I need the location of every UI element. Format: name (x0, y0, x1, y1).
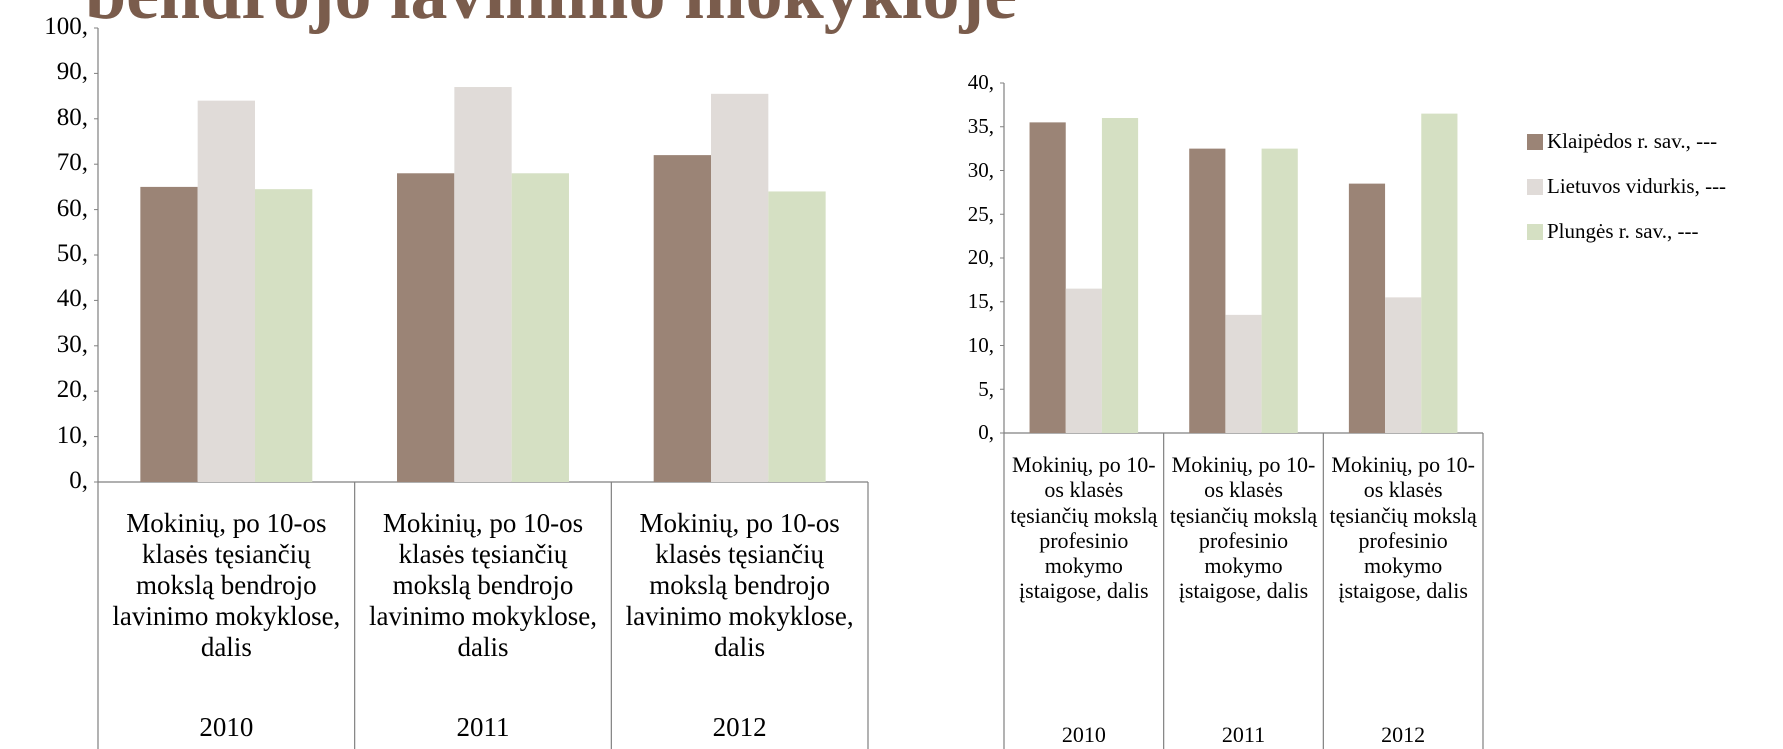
bar (653, 155, 712, 482)
legend-label: Lietuvos vidurkis, --- (1547, 174, 1727, 198)
year-label: 2010 (1061, 722, 1106, 747)
bar (1101, 118, 1139, 433)
y-tick-label: 10, (967, 332, 994, 357)
y-tick-label: 60, (56, 194, 88, 222)
year-label: 2011 (1221, 722, 1266, 747)
bar (1348, 183, 1386, 433)
y-tick-label: 90, (56, 58, 88, 86)
y-tick-label: 20, (56, 376, 88, 404)
year-label: 2012 (1381, 722, 1426, 747)
year-label: 2012 (712, 712, 767, 742)
x-tick-label: Mokinių, po 10-os klasės tęsiančių moksl… (112, 508, 341, 663)
bar (397, 173, 455, 482)
legend-swatch (1527, 179, 1543, 195)
y-tick-label: 25, (967, 201, 994, 226)
x-tick-label: Mokinių, po 10-os klasės tęsiančių moksl… (368, 508, 597, 663)
bar (454, 87, 512, 483)
bar (1029, 122, 1066, 433)
y-tick-label: 40, (967, 70, 994, 95)
x-tick-label: Mokinių, po 10-os klasės tęsiančių moksl… (1169, 452, 1318, 604)
legend-swatch (1527, 224, 1543, 240)
bar (197, 100, 255, 482)
bar (1225, 314, 1262, 433)
y-tick-label: 30, (56, 330, 88, 358)
bar (711, 93, 769, 482)
y-tick-label: 0, (978, 420, 994, 445)
y-tick-label: 30, (967, 157, 994, 182)
x-tick-label: Mokinių, po 10-os klasės tęsiančių moksl… (625, 508, 854, 663)
bar (1385, 297, 1422, 433)
y-tick-label: 40, (56, 285, 88, 313)
y-tick-label: 50, (56, 240, 88, 267)
y-tick-label: 20, (967, 245, 994, 270)
bar (1261, 148, 1298, 433)
bar (1189, 148, 1226, 433)
y-tick-label: 5, (978, 376, 994, 401)
bar (254, 189, 313, 483)
year-label: 2010 (199, 712, 254, 742)
year-label: 2011 (456, 712, 510, 742)
x-tick-label: Mokinių, po 10-os klasės tęsiančių moksl… (1010, 452, 1158, 604)
bar (1421, 113, 1458, 433)
bar (1065, 288, 1102, 433)
x-tick-label: Mokinių, po 10-os klasės tęsiančių moksl… (1329, 452, 1477, 604)
chart-title: bendrojo lavinimo mokykloje (85, 0, 1017, 37)
bar (768, 191, 826, 482)
y-tick-label: 0, (69, 467, 88, 494)
legend-swatch (1527, 134, 1543, 150)
bar (140, 186, 198, 482)
bar (511, 173, 569, 482)
legend-label: Plungės r. sav., --- (1547, 219, 1699, 243)
legend-label: Klaipėdos r. sav., --- (1547, 129, 1718, 153)
y-tick-label: 35, (967, 114, 994, 139)
y-tick-label: 80, (56, 103, 88, 131)
y-tick-label: 15, (967, 289, 994, 314)
y-tick-label: 10, (56, 421, 88, 449)
y-tick-label: 100, (44, 13, 88, 40)
y-tick-label: 70, (56, 149, 88, 177)
